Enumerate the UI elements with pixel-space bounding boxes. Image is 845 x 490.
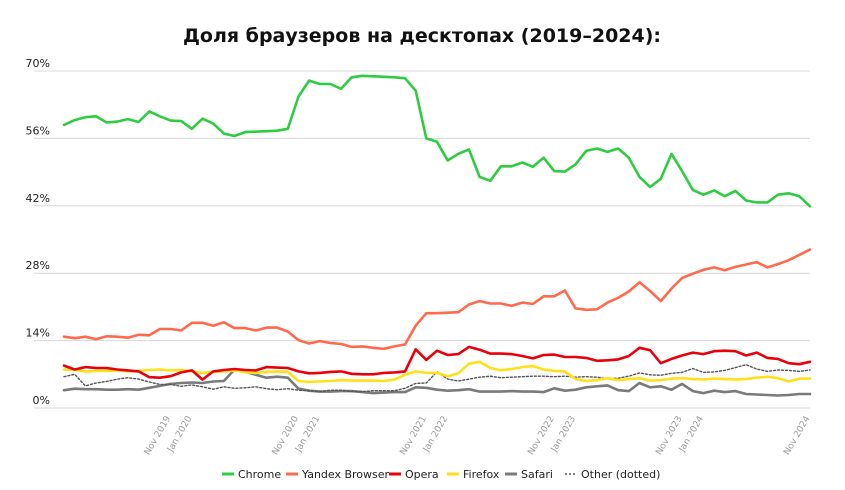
y-tick-label: 42% — [26, 192, 50, 205]
legend-label: Other (dotted) — [581, 468, 660, 481]
series-line-chrome — [62, 74, 812, 208]
series-line-firefox — [62, 360, 812, 384]
series-line-opera — [62, 345, 812, 381]
y-tick-label: 0% — [33, 394, 50, 407]
legend-label: Yandex Browser — [301, 468, 390, 481]
series-line-yandex-browser — [62, 248, 812, 351]
y-tick-label: 14% — [26, 327, 50, 340]
chart-title: Доля браузеров на десктопах (2019–2024): — [183, 25, 661, 47]
legend-label: Chrome — [238, 468, 281, 481]
y-tick-label: 70% — [26, 57, 50, 70]
legend-label: Safari — [521, 468, 553, 481]
y-tick-label: 56% — [26, 124, 50, 137]
legend-label: Opera — [405, 468, 439, 481]
series-lines — [62, 74, 812, 397]
grid-lines — [34, 70, 810, 409]
series-line-safari — [62, 368, 812, 397]
x-tick-label: Nov 2024 — [782, 414, 812, 457]
legend-label: Firefox — [463, 468, 500, 481]
legend: Chrome Yandex Browser Opera Firefox Safari Ot… — [222, 468, 660, 481]
y-axis-ticks: 0% 14% 28% 42% 56% 70% — [26, 57, 50, 407]
y-tick-label: 28% — [26, 259, 50, 272]
